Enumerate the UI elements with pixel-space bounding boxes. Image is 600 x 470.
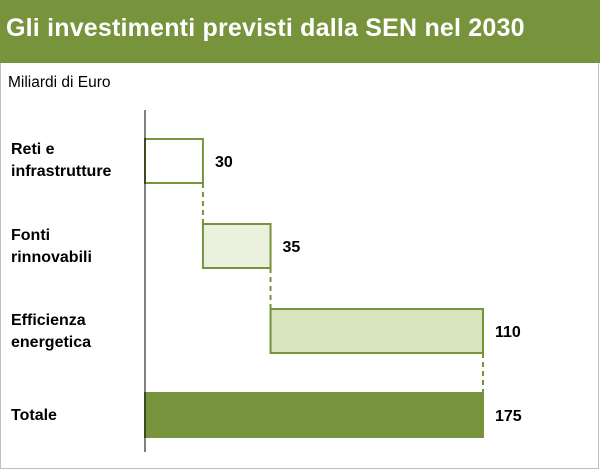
data-label-3: 175: [495, 408, 522, 425]
data-label-1: 35: [283, 239, 301, 256]
bar-2: [269, 308, 484, 354]
bar-0: [144, 138, 204, 184]
bar-3: [144, 392, 484, 438]
data-label-0: 30: [215, 154, 233, 171]
chart-title: Gli investimenti previsti dalla SEN nel …: [6, 14, 525, 42]
category-label-1: Fonti rinnovabili: [11, 227, 92, 266]
bar-1: [201, 223, 272, 269]
category-label-3: Totale: [11, 407, 57, 424]
chart-frame: [0, 63, 599, 469]
category-label-2: Efficienza energetica: [11, 312, 92, 351]
title-bar: Gli investimenti previsti dalla SEN nel …: [0, 0, 600, 63]
category-label-0: Reti e infrastrutture: [11, 141, 112, 180]
unit-label: Miliardi di Euro: [8, 74, 111, 91]
data-label-2: 110: [495, 324, 521, 341]
